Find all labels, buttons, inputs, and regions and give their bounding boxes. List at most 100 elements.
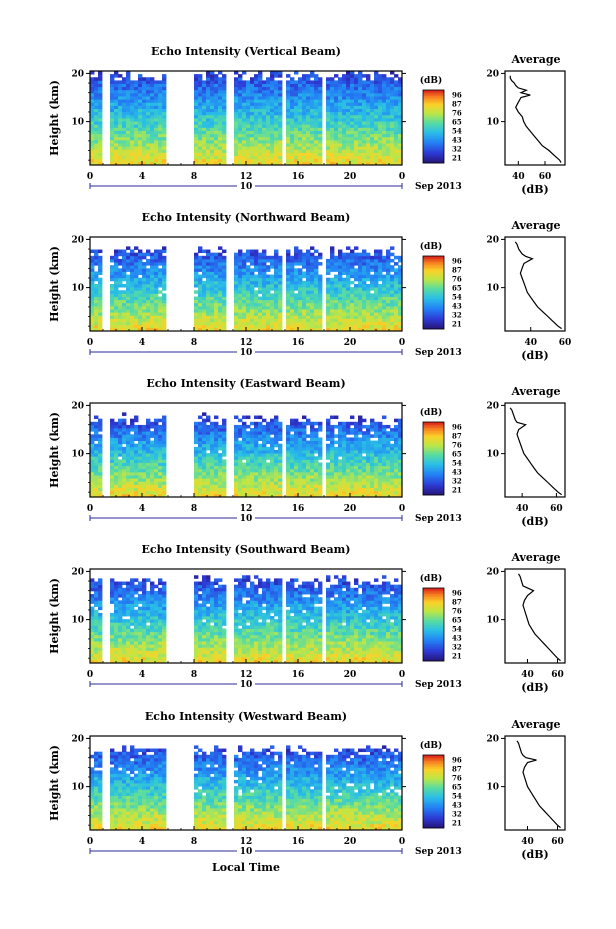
heatmap-cell	[258, 309, 263, 313]
heatmap-cell	[110, 446, 115, 451]
heatmap-cell	[326, 471, 331, 476]
heatmap-cell	[210, 487, 215, 492]
heatmap-cell	[142, 271, 147, 275]
heatmap-cell	[202, 105, 207, 109]
heatmap-cell	[98, 74, 103, 78]
heatmap-cell	[382, 105, 387, 109]
heatmap-cell	[114, 443, 119, 448]
heatmap-cell	[386, 80, 391, 84]
heatmap-cell	[194, 74, 199, 78]
heatmap-cell	[150, 318, 155, 322]
heatmap-cell	[338, 146, 343, 150]
heatmap-cell	[254, 152, 259, 156]
heatmap-cell	[134, 158, 139, 163]
heatmap-cell	[242, 86, 247, 91]
heatmap-cell	[134, 312, 139, 316]
heatmap-cell	[162, 274, 167, 279]
heatmap-cell	[294, 465, 299, 470]
heatmap-cell	[382, 130, 387, 135]
heatmap-cell	[358, 114, 363, 119]
heatmap-cell	[158, 89, 163, 94]
heatmap-cell	[218, 92, 223, 97]
heatmap-cell	[246, 490, 251, 495]
heatmap-cell	[90, 487, 95, 492]
heatmap-cell	[374, 268, 379, 272]
heatmap-cell	[338, 155, 343, 160]
heatmap-cell	[246, 487, 251, 492]
heatmap-cell	[346, 312, 351, 316]
heatmap-cell	[206, 481, 211, 485]
heatmap-cell	[234, 487, 239, 492]
heatmap-cell	[126, 487, 131, 492]
heatmap-cell	[138, 255, 143, 260]
heatmap-cell	[298, 268, 303, 272]
heatmap-cell	[122, 105, 127, 109]
heatmap-cell	[362, 139, 367, 144]
heatmap-cell	[346, 450, 351, 454]
heatmap-cell	[302, 143, 307, 147]
heatmap-cell	[270, 258, 275, 263]
heatmap-cell	[382, 96, 387, 100]
heatmap-cell	[350, 315, 355, 319]
heatmap-cell	[142, 118, 147, 122]
heatmap-cell	[314, 471, 319, 476]
heatmap-cell	[314, 431, 319, 435]
colorbar-segment	[423, 143, 444, 146]
heatmap-cell	[366, 89, 371, 94]
heatmap-cell	[370, 149, 375, 153]
heatmap-cell	[306, 443, 311, 448]
heatmap-cell	[258, 287, 263, 291]
heatmap-cell	[330, 450, 335, 454]
heatmap-cell	[362, 83, 367, 88]
heatmap-cell	[206, 415, 211, 420]
heatmap-cell	[158, 428, 163, 432]
colorbar-segment	[423, 319, 444, 322]
heatmap-cell	[330, 293, 335, 297]
heatmap-cell	[258, 274, 263, 279]
heatmap-cell	[306, 421, 311, 426]
heatmap-cell	[202, 124, 207, 128]
heatmap-cell	[198, 450, 203, 454]
heatmap-cell	[306, 284, 311, 288]
heatmap-cell	[206, 312, 211, 316]
heatmap-cell	[162, 92, 167, 97]
heatmap-cell	[314, 80, 319, 84]
heatmap-cell	[238, 318, 243, 322]
colorbar-segment	[423, 106, 444, 109]
heatmap-cell	[310, 431, 315, 435]
heatmap-cell	[350, 71, 355, 75]
heatmap-cell	[138, 249, 143, 254]
heatmap-cell	[134, 121, 139, 125]
heatmap-cell	[122, 299, 127, 304]
heatmap-cell	[162, 475, 167, 479]
heatmap-cell	[254, 139, 259, 144]
heatmap-cell	[126, 437, 131, 441]
heatmap-cell	[318, 290, 323, 294]
heatmap-cell	[154, 102, 159, 106]
colorbar-segment	[423, 149, 444, 152]
heatmap-cell	[142, 77, 147, 81]
heatmap-cell	[390, 299, 395, 304]
heatmap-cell	[154, 299, 159, 304]
heatmap-cell	[298, 484, 303, 488]
heatmap-cell	[246, 108, 251, 113]
heatmap-cell	[346, 446, 351, 451]
heatmap-cell	[342, 265, 347, 269]
heatmap-cell	[218, 459, 223, 463]
heatmap-cell	[126, 96, 131, 100]
heatmap-cell	[130, 136, 135, 141]
heatmap-cell	[286, 111, 291, 116]
heatmap-cell	[162, 305, 167, 310]
heatmap-cell	[206, 418, 211, 423]
heatmap-cell	[386, 265, 391, 269]
heatmap-cell	[242, 318, 247, 322]
heatmap-cell	[194, 149, 199, 153]
heatmap-cell	[134, 434, 139, 438]
heatmap-cell	[278, 127, 283, 131]
heatmap-cell	[310, 102, 315, 106]
heatmap-cell	[366, 271, 371, 275]
heatmap-cell	[90, 265, 95, 269]
heatmap-cell	[274, 284, 279, 288]
heatmap-cell	[138, 284, 143, 288]
heatmap-cell	[130, 315, 135, 319]
